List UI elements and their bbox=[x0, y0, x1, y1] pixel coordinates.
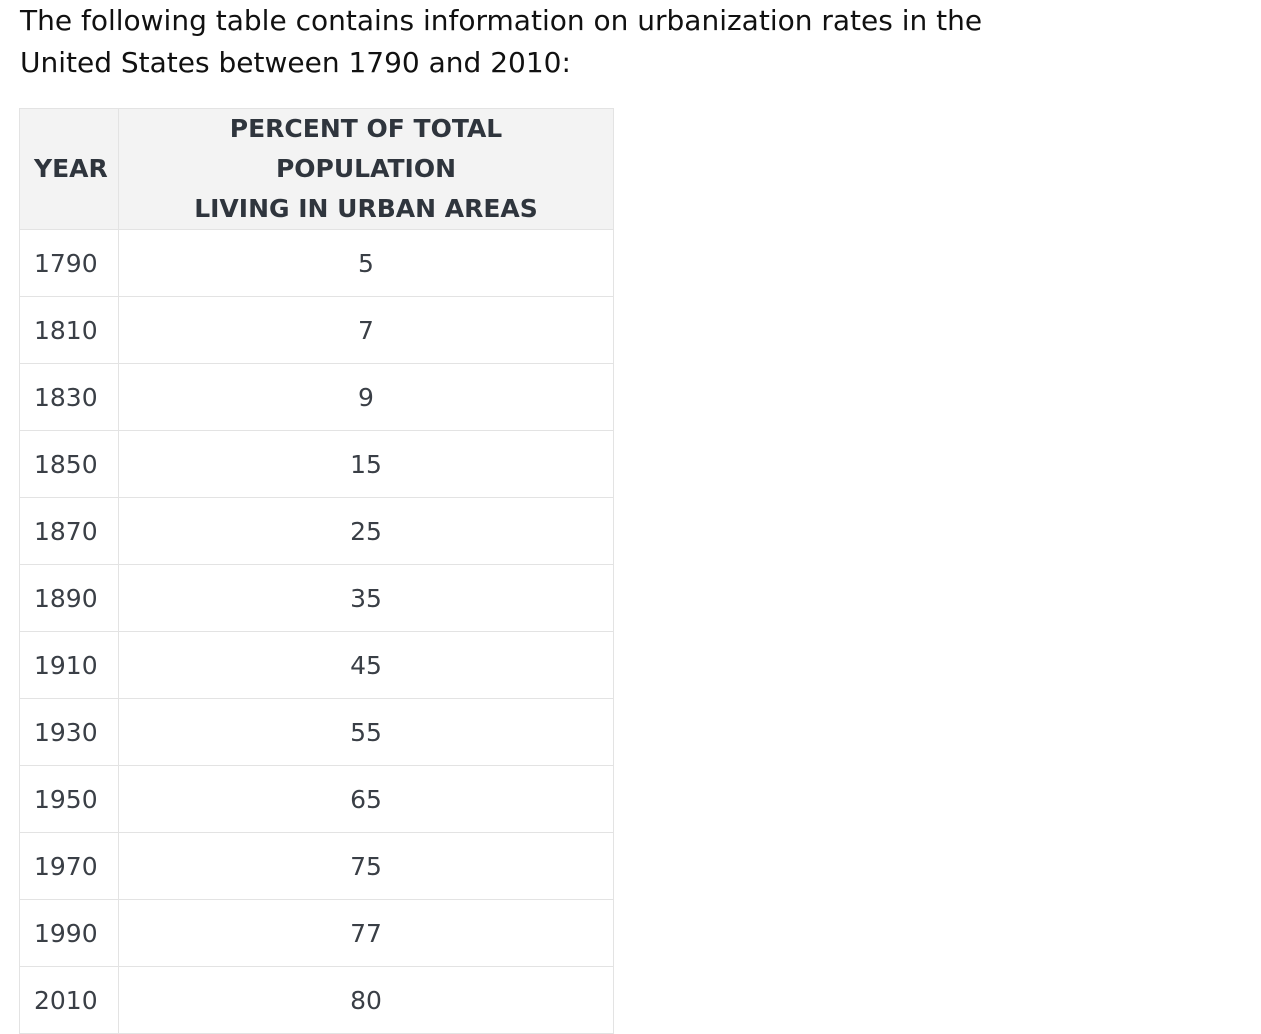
cell-year: 1910 bbox=[19, 631, 119, 699]
cell-year: 1890 bbox=[19, 564, 119, 632]
table-row: 1790 5 bbox=[19, 229, 614, 297]
header-percent-line-2: LIVING IN URBAN AREAS bbox=[194, 194, 538, 223]
cell-year: 1990 bbox=[19, 899, 119, 967]
table-header: YEAR PERCENT OF TOTAL POPULATION LIVING … bbox=[19, 108, 614, 230]
intro-paragraph: The following table contains information… bbox=[20, 0, 1000, 84]
header-percent-line-1: PERCENT OF TOTAL POPULATION bbox=[229, 114, 503, 183]
intro-line-1: The following table contains information… bbox=[20, 4, 983, 37]
intro-line-2: United States between 1790 and 2010: bbox=[20, 46, 571, 79]
header-percent: PERCENT OF TOTAL POPULATION LIVING IN UR… bbox=[118, 108, 614, 230]
table-row: 1910 45 bbox=[19, 631, 614, 699]
cell-percent: 9 bbox=[118, 363, 614, 431]
table-row: 1950 65 bbox=[19, 765, 614, 833]
table-body: 1790 5 1810 7 1830 9 1850 15 1870 25 189… bbox=[19, 229, 614, 1034]
header-year: YEAR bbox=[19, 108, 119, 230]
header-row: YEAR PERCENT OF TOTAL POPULATION LIVING … bbox=[19, 108, 614, 230]
cell-percent: 75 bbox=[118, 832, 614, 900]
cell-year: 1870 bbox=[19, 497, 119, 565]
cell-percent: 5 bbox=[118, 229, 614, 297]
table-row: 1930 55 bbox=[19, 698, 614, 766]
cell-percent: 25 bbox=[118, 497, 614, 565]
cell-percent: 55 bbox=[118, 698, 614, 766]
cell-year: 1970 bbox=[19, 832, 119, 900]
table-row: 1850 15 bbox=[19, 430, 614, 498]
cell-percent: 45 bbox=[118, 631, 614, 699]
cell-percent: 77 bbox=[118, 899, 614, 967]
cell-year: 1950 bbox=[19, 765, 119, 833]
cell-percent: 7 bbox=[118, 296, 614, 364]
table-row: 1870 25 bbox=[19, 497, 614, 565]
cell-percent: 35 bbox=[118, 564, 614, 632]
table-row: 1890 35 bbox=[19, 564, 614, 632]
table-row: 1970 75 bbox=[19, 832, 614, 900]
table-row: 1990 77 bbox=[19, 899, 614, 967]
cell-year: 2010 bbox=[19, 966, 119, 1034]
cell-year: 1850 bbox=[19, 430, 119, 498]
cell-year: 1830 bbox=[19, 363, 119, 431]
cell-percent: 15 bbox=[118, 430, 614, 498]
cell-percent: 80 bbox=[118, 966, 614, 1034]
cell-percent: 65 bbox=[118, 765, 614, 833]
urbanization-table: YEAR PERCENT OF TOTAL POPULATION LIVING … bbox=[19, 108, 614, 1034]
cell-year: 1810 bbox=[19, 296, 119, 364]
table-row: 1830 9 bbox=[19, 363, 614, 431]
table-row: 1810 7 bbox=[19, 296, 614, 364]
cell-year: 1930 bbox=[19, 698, 119, 766]
table-row: 2010 80 bbox=[19, 966, 614, 1034]
cell-year: 1790 bbox=[19, 229, 119, 297]
